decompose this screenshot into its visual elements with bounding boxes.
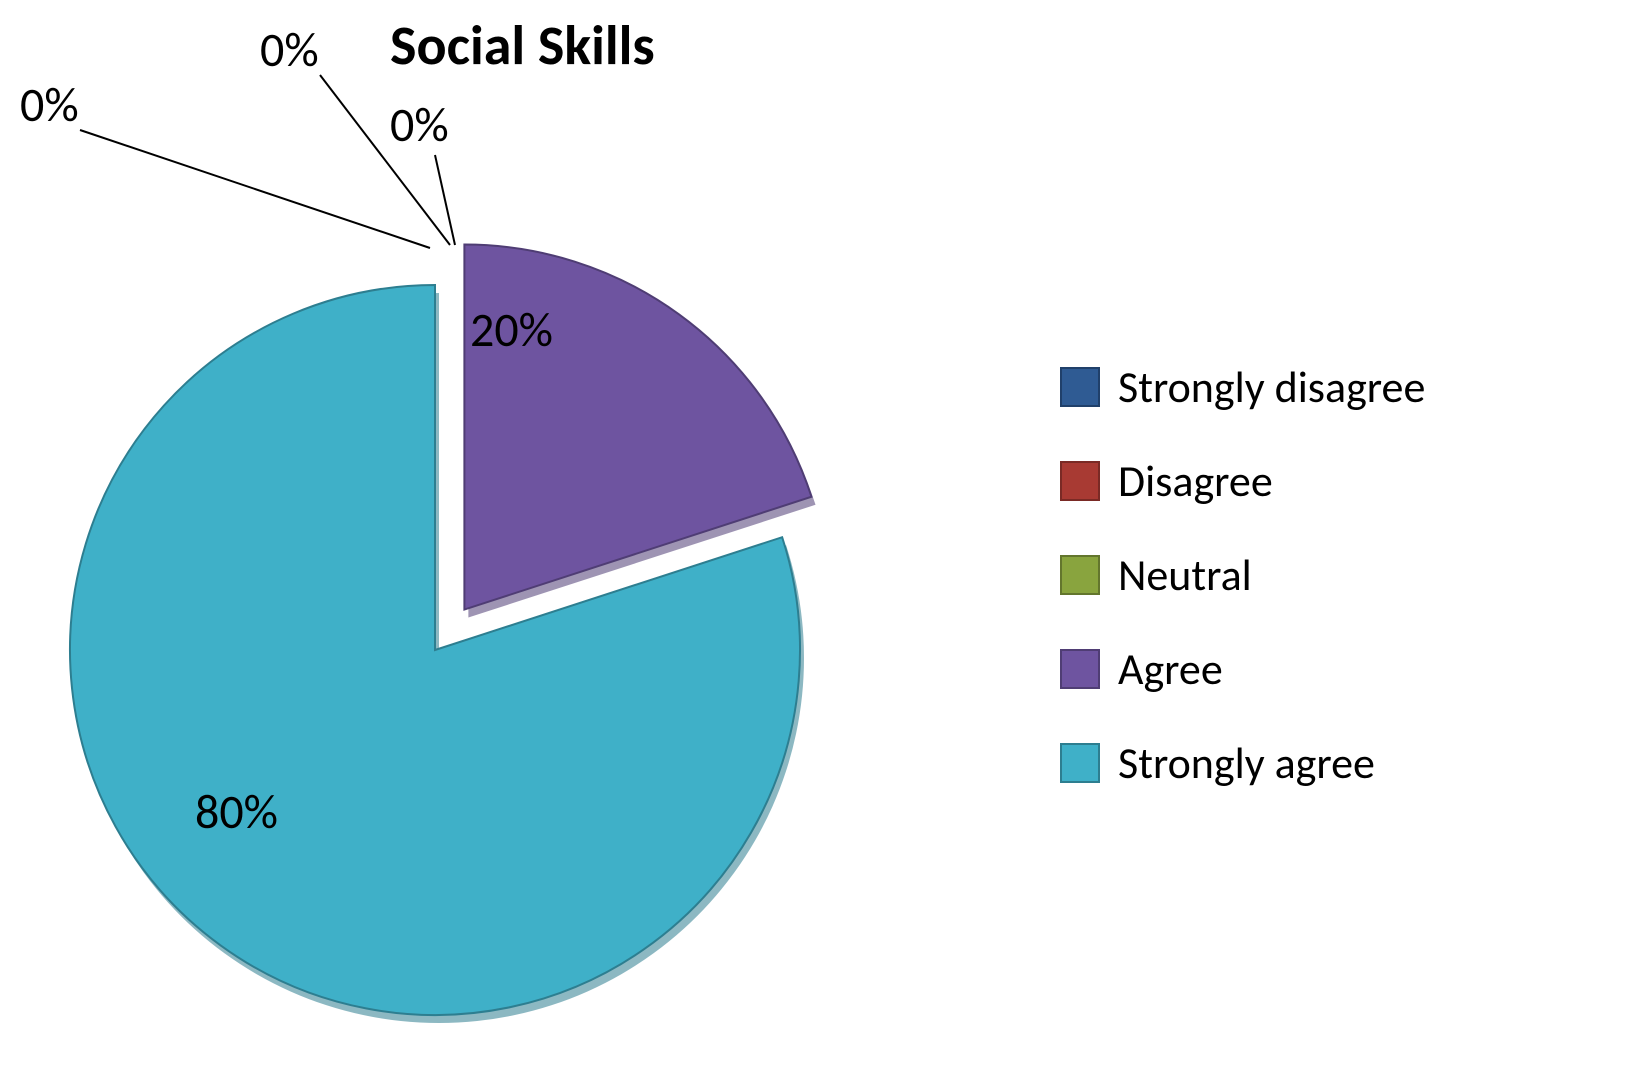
legend-label: Strongly agree bbox=[1118, 736, 1375, 790]
callout-label-1: 0% bbox=[20, 75, 79, 134]
legend-item-strongly-disagree: Strongly disagree bbox=[1060, 360, 1425, 414]
slice-label-strongly-agree: 80% bbox=[195, 782, 278, 841]
legend-swatch-icon bbox=[1060, 461, 1100, 501]
slice-label-agree: 20% bbox=[470, 300, 553, 359]
legend-swatch-icon bbox=[1060, 649, 1100, 689]
legend-item-neutral: Neutral bbox=[1060, 548, 1425, 602]
callout-label-0: 0% bbox=[260, 20, 319, 79]
chart-legend: Strongly disagree Disagree Neutral Agree… bbox=[1060, 360, 1425, 830]
legend-swatch-icon bbox=[1060, 367, 1100, 407]
legend-label: Neutral bbox=[1118, 548, 1252, 602]
legend-swatch-icon bbox=[1060, 555, 1100, 595]
legend-item-disagree: Disagree bbox=[1060, 454, 1425, 508]
callout-label-2: 0% bbox=[390, 95, 449, 154]
legend-item-strongly-agree: Strongly agree bbox=[1060, 736, 1425, 790]
legend-label: Disagree bbox=[1118, 454, 1273, 508]
legend-label: Strongly disagree bbox=[1118, 360, 1425, 414]
legend-item-agree: Agree bbox=[1060, 642, 1425, 696]
legend-label: Agree bbox=[1118, 642, 1223, 696]
legend-swatch-icon bbox=[1060, 743, 1100, 783]
